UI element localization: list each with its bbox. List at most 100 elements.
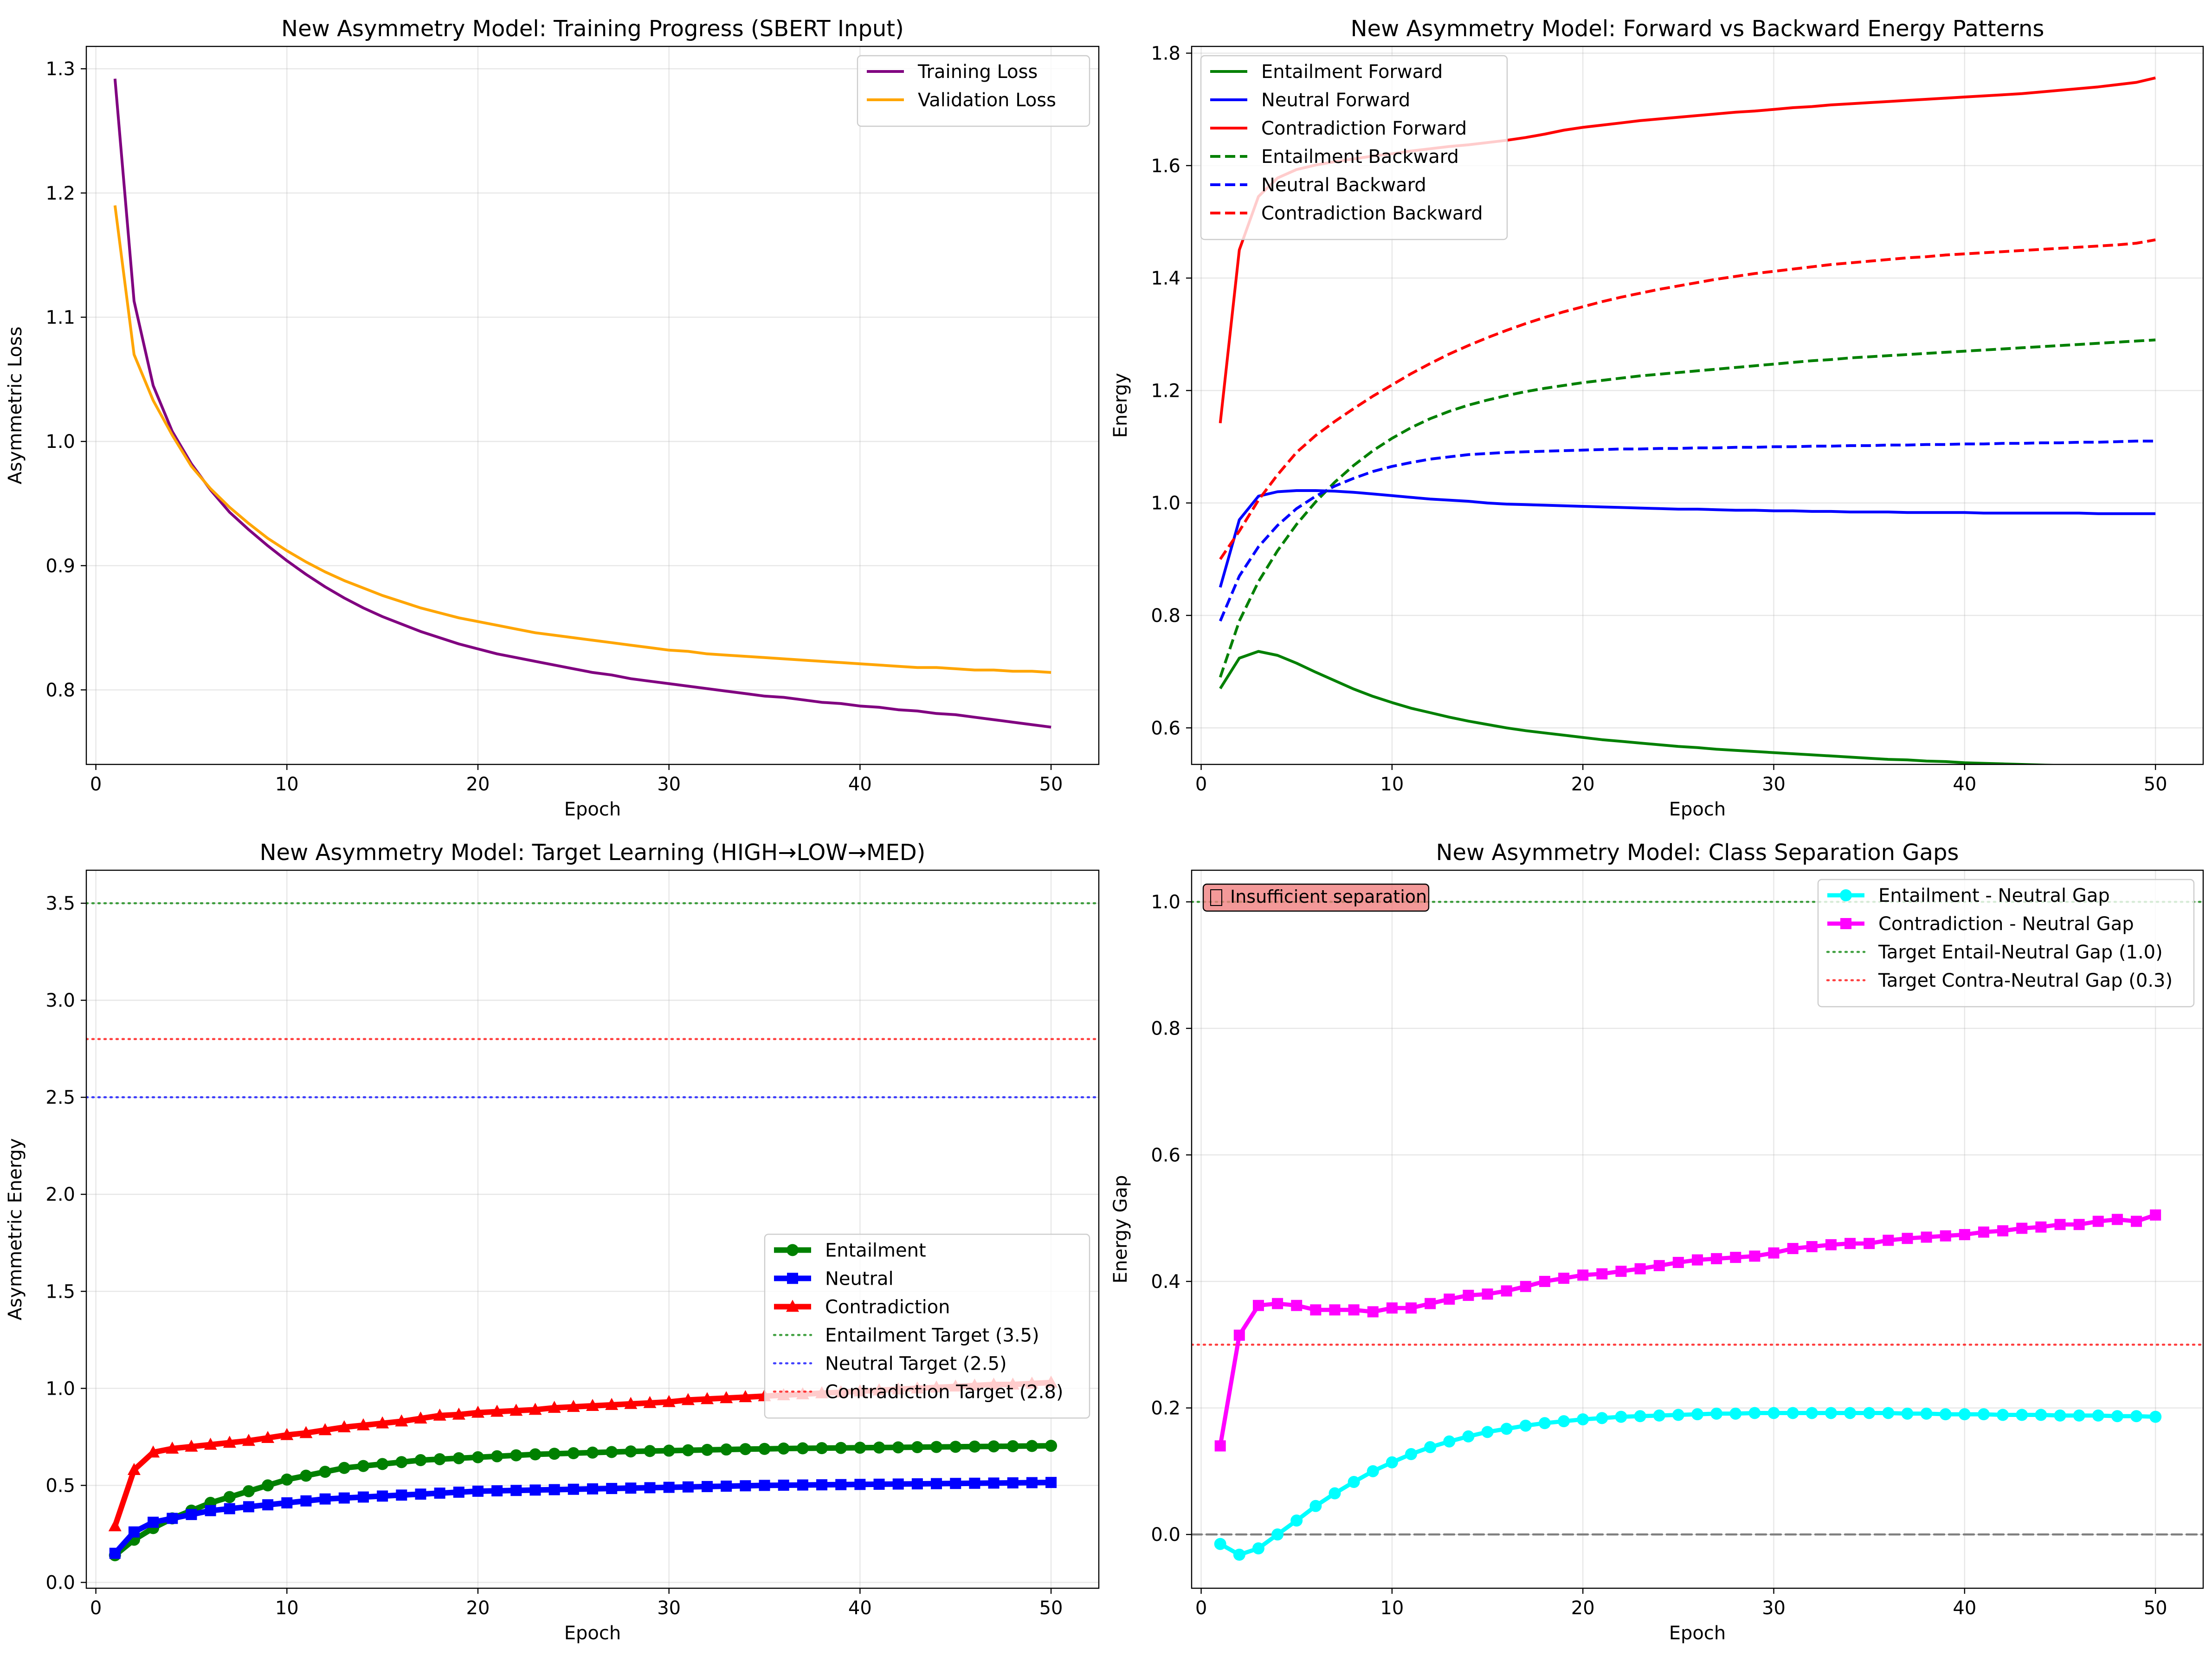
data-point [988,1477,1000,1489]
data-point [682,1444,694,1456]
legend-item: Neutral [774,1268,894,1289]
data-point [721,1481,732,1492]
series-entailment-backward [1219,338,2156,678]
y-axis-label: Asymmetric Energy [5,1138,26,1320]
data-point [166,1441,179,1454]
legend-box [764,1234,1090,1419]
y-tick-label: 0.2 [1151,1398,1180,1419]
legend-box [857,55,1090,127]
legend-box [1817,879,2195,1008]
data-point [1710,1407,1723,1420]
data-point [969,1477,980,1489]
legend-item: Entailment Target (3.5) [773,1325,1039,1346]
y-tick-label: 3.0 [45,990,75,1011]
data-point [1978,1226,1989,1238]
y-tick-label: 1.2 [45,183,75,204]
legend-item: Training Loss [867,61,1038,83]
data-point [682,1481,694,1493]
data-point [147,1445,160,1458]
data-point [1026,1477,1038,1488]
series-line-entailment [113,1443,1051,1558]
x-tick-label: 30 [1762,774,1786,795]
x-tick-label: 40 [848,774,872,795]
data-point [357,1491,369,1503]
legend-item: Entailment Backward [1210,146,1459,168]
data-point [1501,1285,1512,1297]
data-point [1348,1304,1360,1316]
legend-label: Validation Loss [918,90,1056,111]
data-point [1006,1440,1019,1452]
legend-item: Contradiction - Neutral Gap [1827,913,2134,935]
y-tick-label: 1.1 [45,307,75,328]
data-point [1538,1417,1551,1430]
legend-item: Contradiction Forward [1210,118,1467,139]
data-point [338,1462,350,1474]
data-point [1787,1243,1799,1255]
data-point [567,1400,580,1412]
data-point [1825,1239,1837,1250]
data-point [1863,1407,1876,1419]
data-point [1997,1409,2009,1421]
data-point [1424,1441,1437,1454]
chart-panel-3: 0 10 20 30 40 50 0.0 0.5 1.0 1.5 2.0 2.5 3.0 3.5 New A… [5,840,1100,1644]
y-tick-label: 1.0 [45,1378,75,1399]
data-point [1883,1235,1894,1246]
data-point [1864,1238,1875,1249]
data-point [968,1440,981,1453]
y-tick-label: 1.0 [45,431,75,453]
legend-item: Neutral Forward [1210,90,1410,111]
data-point [740,1480,751,1492]
legend-label: Contradiction - Neutral Gap [1878,913,2134,935]
data-point [262,1499,274,1511]
x-tick-label: 30 [1762,1598,1786,1619]
data-point [2111,1214,2123,1225]
data-point [1233,1329,1245,1341]
data-point [1519,1419,1532,1432]
y-tick-label: 1.6 [1151,155,1180,177]
data-point [204,1437,217,1450]
data-point [1806,1407,1818,1419]
data-point [702,1481,713,1492]
data-point [1290,1514,1303,1527]
series-neutral-forward [1219,489,2156,588]
data-point [949,1441,962,1453]
data-point [1749,1250,1761,1262]
data-point [491,1450,503,1462]
data-point [643,1396,657,1408]
data-point [395,1456,408,1468]
data-point [1806,1241,1818,1252]
data-point [1463,1289,1474,1301]
data-point [1939,1408,1952,1421]
data-point [567,1447,580,1459]
data-point [1539,1275,1550,1287]
grid [1192,870,2203,1588]
data-point [167,1513,178,1524]
series-entailment-neutral-gap [1214,1407,2162,1561]
data-point [854,1442,866,1454]
data-point [1692,1254,1703,1266]
y-tick-label: 2.0 [45,1184,75,1205]
data-point [1748,1407,1761,1419]
series-training-loss [113,78,1051,729]
data-point [1348,1476,1360,1488]
data-point [2035,1409,2047,1421]
axes-frame [1191,45,2204,765]
data-point [471,1405,484,1418]
legend: Entailment - Neutral Gap Contradiction - … [1817,879,2195,1008]
data-point [1252,1300,1264,1311]
data-point [2016,1223,2028,1234]
x-tick-label: 40 [1953,774,1976,795]
data-point [1214,1538,1226,1550]
y-tick-label: 1.0 [1151,493,1180,514]
data-point [262,1479,274,1492]
x-axis-label: Epoch [564,799,621,820]
y-tick-label: 0.0 [1151,1524,1180,1546]
data-point [433,1453,446,1465]
legend-label: Entailment Backward [1261,146,1459,168]
y-tick-label: 0.8 [45,679,75,701]
x-tick-label: 0 [90,774,102,795]
data-point [1997,1225,2009,1236]
data-point [1844,1238,1856,1249]
data-point [2130,1410,2143,1423]
data-point [1940,1230,1951,1242]
